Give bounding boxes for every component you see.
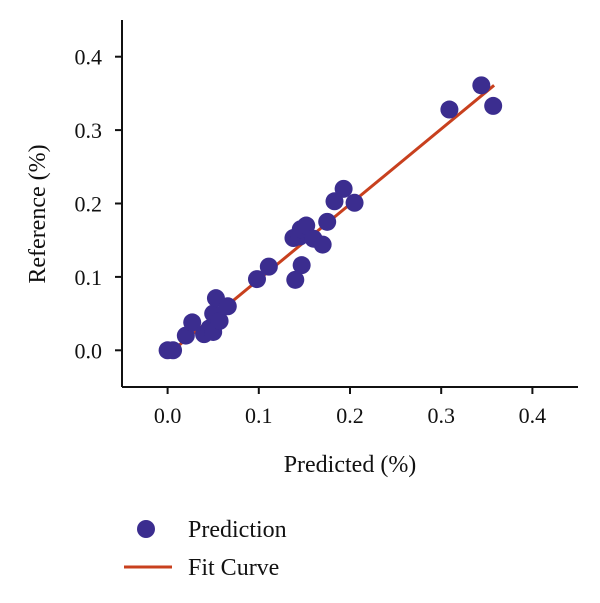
y-axis-ticks: 0.0 0.1 0.2 0.3 0.4 bbox=[75, 45, 122, 363]
prediction-point bbox=[210, 311, 229, 330]
prediction-point bbox=[183, 313, 202, 332]
y-tick-label: 0.2 bbox=[75, 192, 103, 217]
prediction-point bbox=[297, 216, 316, 235]
prediction-point bbox=[292, 256, 311, 275]
x-axis-ticks: 0.0 0.1 0.2 0.3 0.4 bbox=[154, 387, 546, 428]
x-axis-label: Predicted (%) bbox=[284, 452, 417, 478]
legend-fit-curve-label: Fit Curve bbox=[188, 555, 279, 581]
x-tick-label: 0.0 bbox=[154, 403, 182, 428]
prediction-point bbox=[247, 270, 266, 289]
legend-prediction-marker bbox=[137, 520, 155, 538]
prediction-point bbox=[259, 257, 278, 276]
x-tick-label: 0.1 bbox=[245, 403, 273, 428]
y-tick-label: 0.3 bbox=[75, 118, 103, 143]
prediction-point bbox=[325, 192, 344, 211]
prediction-points bbox=[158, 76, 503, 360]
legend-prediction-label: Prediction bbox=[188, 517, 287, 543]
prediction-point bbox=[334, 179, 353, 198]
prediction-point bbox=[472, 76, 491, 95]
prediction-point bbox=[286, 270, 305, 289]
prediction-point bbox=[318, 212, 337, 231]
axes: 0.0 0.1 0.2 0.3 0.4 0.0 0.1 0.2 0.3 0.4 bbox=[75, 20, 578, 428]
legend-item-fit-curve: Fit Curve bbox=[124, 555, 279, 581]
prediction-point bbox=[484, 96, 503, 115]
prediction-point bbox=[218, 297, 237, 316]
y-tick-label: 0.0 bbox=[75, 338, 103, 363]
prediction-point bbox=[164, 341, 183, 360]
y-axis-label: Reference (%) bbox=[25, 144, 51, 283]
x-tick-label: 0.2 bbox=[336, 403, 364, 428]
x-tick-label: 0.3 bbox=[427, 403, 455, 428]
prediction-point bbox=[313, 235, 332, 254]
legend: Prediction Fit Curve bbox=[124, 517, 287, 581]
x-tick-label: 0.4 bbox=[519, 403, 547, 428]
prediction-point bbox=[440, 100, 459, 119]
prediction-point bbox=[345, 193, 364, 212]
y-tick-label: 0.1 bbox=[75, 265, 103, 290]
legend-item-prediction: Prediction bbox=[137, 517, 287, 543]
y-tick-label: 0.4 bbox=[75, 45, 103, 70]
